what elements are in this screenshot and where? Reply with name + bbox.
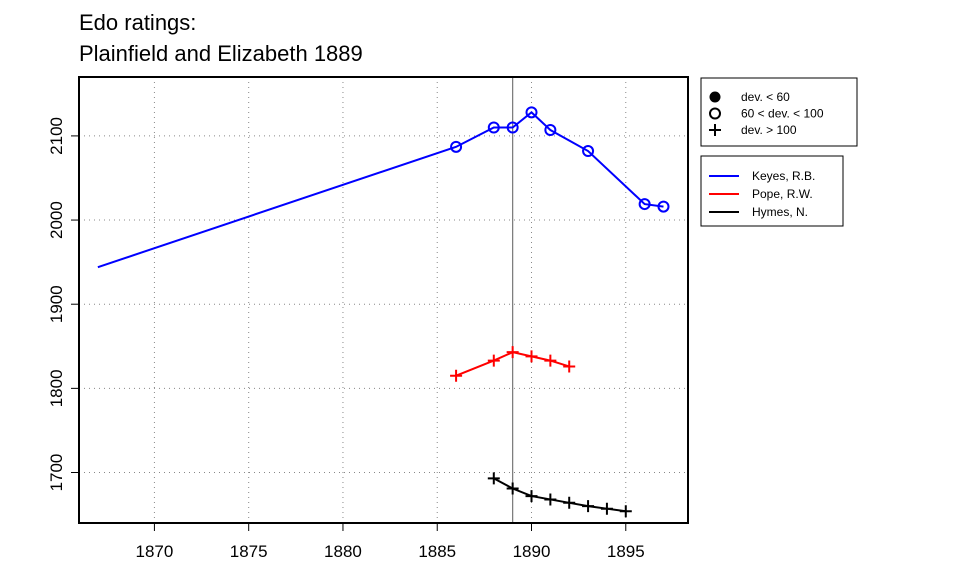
y-tick-label: 2000 bbox=[47, 201, 66, 239]
data-point bbox=[506, 482, 519, 495]
data-point bbox=[582, 145, 595, 158]
x-tick-label: 1880 bbox=[324, 542, 362, 561]
data-point bbox=[657, 200, 670, 213]
data-point bbox=[619, 505, 632, 518]
y-tick-label: 1800 bbox=[47, 369, 66, 407]
data-point bbox=[506, 346, 519, 359]
data-point bbox=[638, 198, 651, 211]
y-tick-label: 2100 bbox=[47, 117, 66, 155]
series-legend-label: Hymes, N. bbox=[752, 205, 808, 219]
data-point bbox=[450, 369, 463, 382]
chart-title-line-1: Edo ratings: bbox=[79, 10, 196, 35]
data-point bbox=[600, 502, 613, 515]
data-point bbox=[506, 121, 519, 134]
x-tick-label: 1875 bbox=[230, 542, 268, 561]
x-axis: 1870 1875 1880 1885 1890 1895 bbox=[136, 523, 645, 561]
legend-marker bbox=[709, 107, 721, 120]
series-line bbox=[97, 111, 664, 269]
marker-legend-label: dev. < 60 bbox=[741, 90, 790, 104]
data-point bbox=[487, 354, 500, 367]
plot-frame bbox=[78, 76, 689, 524]
series-0 bbox=[97, 106, 670, 269]
data-point bbox=[487, 121, 500, 134]
series-legend: Keyes, R.B. Pope, R.W. Hymes, N. bbox=[700, 155, 844, 227]
series-layer bbox=[97, 106, 670, 518]
gridlines bbox=[79, 77, 688, 523]
chart-title-line-2: Plainfield and Elizabeth 1889 bbox=[79, 41, 363, 66]
marker-legend-label: dev. > 100 bbox=[741, 123, 797, 137]
x-tick-label: 1870 bbox=[136, 542, 174, 561]
data-point bbox=[525, 490, 538, 503]
data-point bbox=[487, 472, 500, 485]
data-point bbox=[450, 140, 463, 153]
marker-legend-label: 60 < dev. < 100 bbox=[741, 107, 824, 121]
data-point bbox=[525, 106, 538, 119]
x-tick-label: 1895 bbox=[607, 542, 645, 561]
series-1 bbox=[450, 346, 576, 382]
y-axis: 1700 1800 1900 2000 2100 bbox=[47, 117, 79, 491]
data-point bbox=[525, 350, 538, 363]
data-point bbox=[544, 354, 557, 367]
marker-legend-box bbox=[700, 77, 858, 147]
data-point bbox=[563, 360, 576, 373]
data-point bbox=[544, 124, 557, 137]
y-tick-label: 1700 bbox=[47, 454, 66, 492]
data-point bbox=[563, 496, 576, 509]
data-point bbox=[582, 500, 595, 513]
data-point bbox=[544, 493, 557, 506]
x-tick-label: 1890 bbox=[513, 542, 551, 561]
y-tick-label: 1900 bbox=[47, 285, 66, 323]
series-2 bbox=[487, 472, 632, 518]
legend-marker bbox=[709, 124, 721, 136]
x-tick-label: 1885 bbox=[418, 542, 456, 561]
marker-legend: dev. < 60 60 < dev. < 100 dev. > 100 bbox=[700, 77, 858, 147]
series-legend-label: Pope, R.W. bbox=[752, 187, 813, 201]
legend-marker bbox=[709, 91, 721, 103]
series-legend-label: Keyes, R.B. bbox=[752, 169, 815, 183]
series-legend-box bbox=[700, 155, 844, 227]
